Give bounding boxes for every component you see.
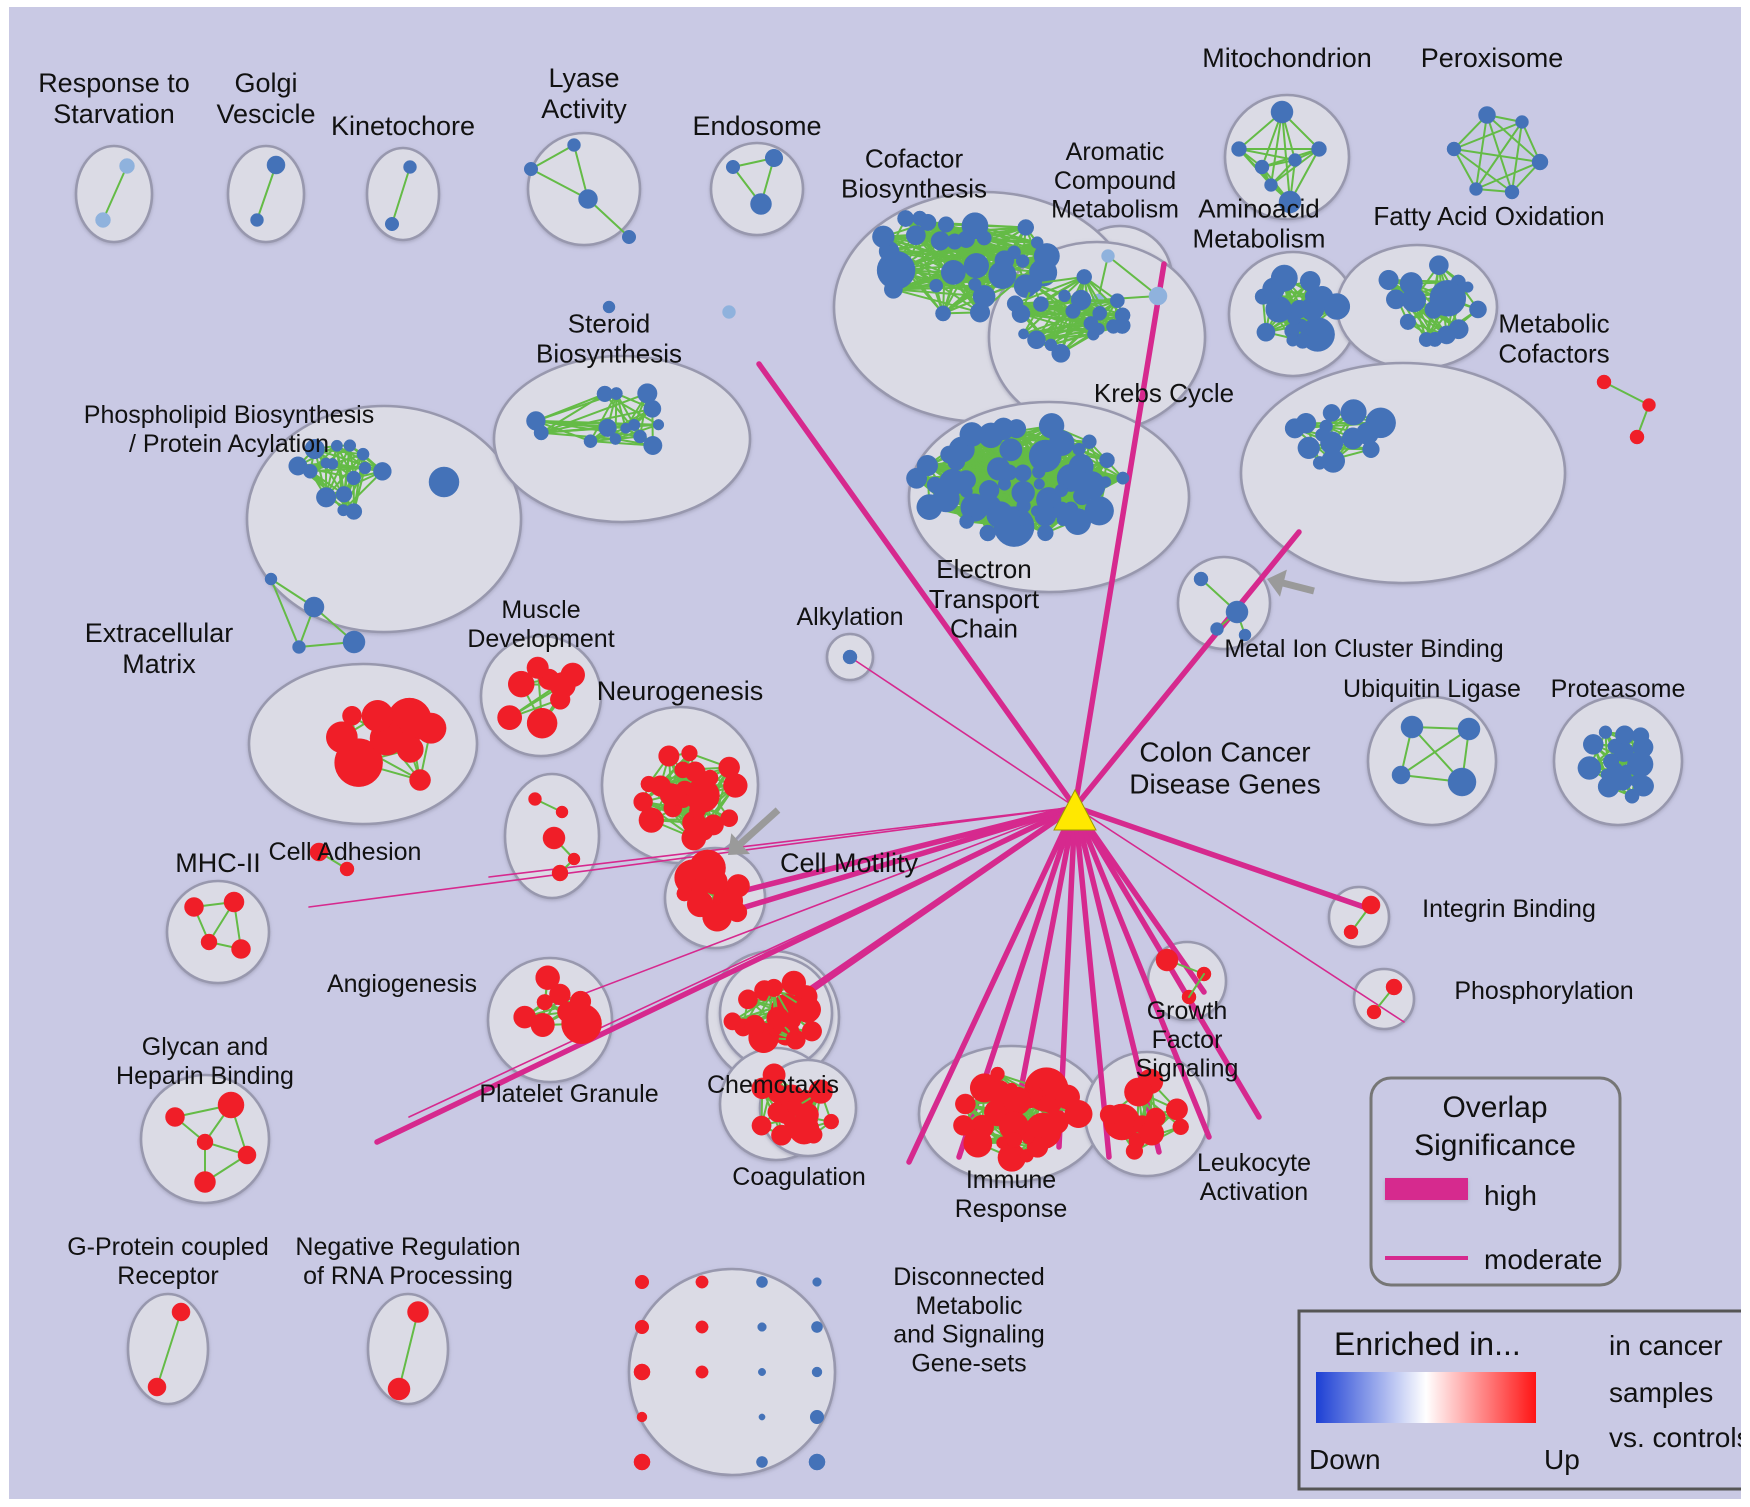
svg-text:Angiogenesis: Angiogenesis — [327, 970, 477, 998]
svg-text:Significance: Significance — [1414, 1129, 1576, 1162]
svg-text:Overlap: Overlap — [1442, 1091, 1547, 1124]
svg-text:moderate: moderate — [1484, 1244, 1602, 1275]
svg-text:Cell Adhesion: Cell Adhesion — [269, 838, 422, 866]
svg-text:Krebs Cycle: Krebs Cycle — [1094, 378, 1234, 408]
svg-text:vs. controls: vs. controls — [1609, 1422, 1741, 1453]
svg-text:Integrin Binding: Integrin Binding — [1422, 895, 1596, 923]
svg-text:Peroxisome: Peroxisome — [1421, 43, 1564, 73]
svg-text:Platelet Granule: Platelet Granule — [479, 1080, 658, 1108]
svg-text:Proteasome: Proteasome — [1551, 675, 1686, 703]
svg-text:Phosphorylation: Phosphorylation — [1454, 977, 1633, 1005]
svg-text:MHC-II: MHC-II — [175, 848, 260, 878]
svg-text:Enriched in...: Enriched in... — [1334, 1326, 1521, 1362]
svg-text:Up: Up — [1544, 1444, 1580, 1475]
svg-text:Coagulation: Coagulation — [732, 1163, 865, 1191]
svg-text:in cancer: in cancer — [1609, 1330, 1723, 1361]
svg-text:Chemotaxis: Chemotaxis — [707, 1071, 839, 1099]
svg-text:Kinetochore: Kinetochore — [331, 111, 475, 141]
svg-text:Metal Ion Cluster Binding: Metal Ion Cluster Binding — [1224, 635, 1503, 663]
svg-text:Cell Motility: Cell Motility — [780, 848, 919, 878]
svg-text:Mitochondrion: Mitochondrion — [1202, 43, 1372, 73]
svg-text:Alkylation: Alkylation — [797, 603, 904, 631]
svg-text:Fatty Acid Oxidation: Fatty Acid Oxidation — [1373, 201, 1604, 231]
svg-text:Ubiquitin Ligase: Ubiquitin Ligase — [1343, 675, 1521, 703]
svg-text:Neurogenesis: Neurogenesis — [597, 676, 764, 706]
svg-text:high: high — [1484, 1180, 1537, 1211]
svg-text:samples: samples — [1609, 1377, 1713, 1408]
svg-text:Endosome: Endosome — [692, 111, 821, 141]
svg-text:Down: Down — [1309, 1444, 1381, 1475]
